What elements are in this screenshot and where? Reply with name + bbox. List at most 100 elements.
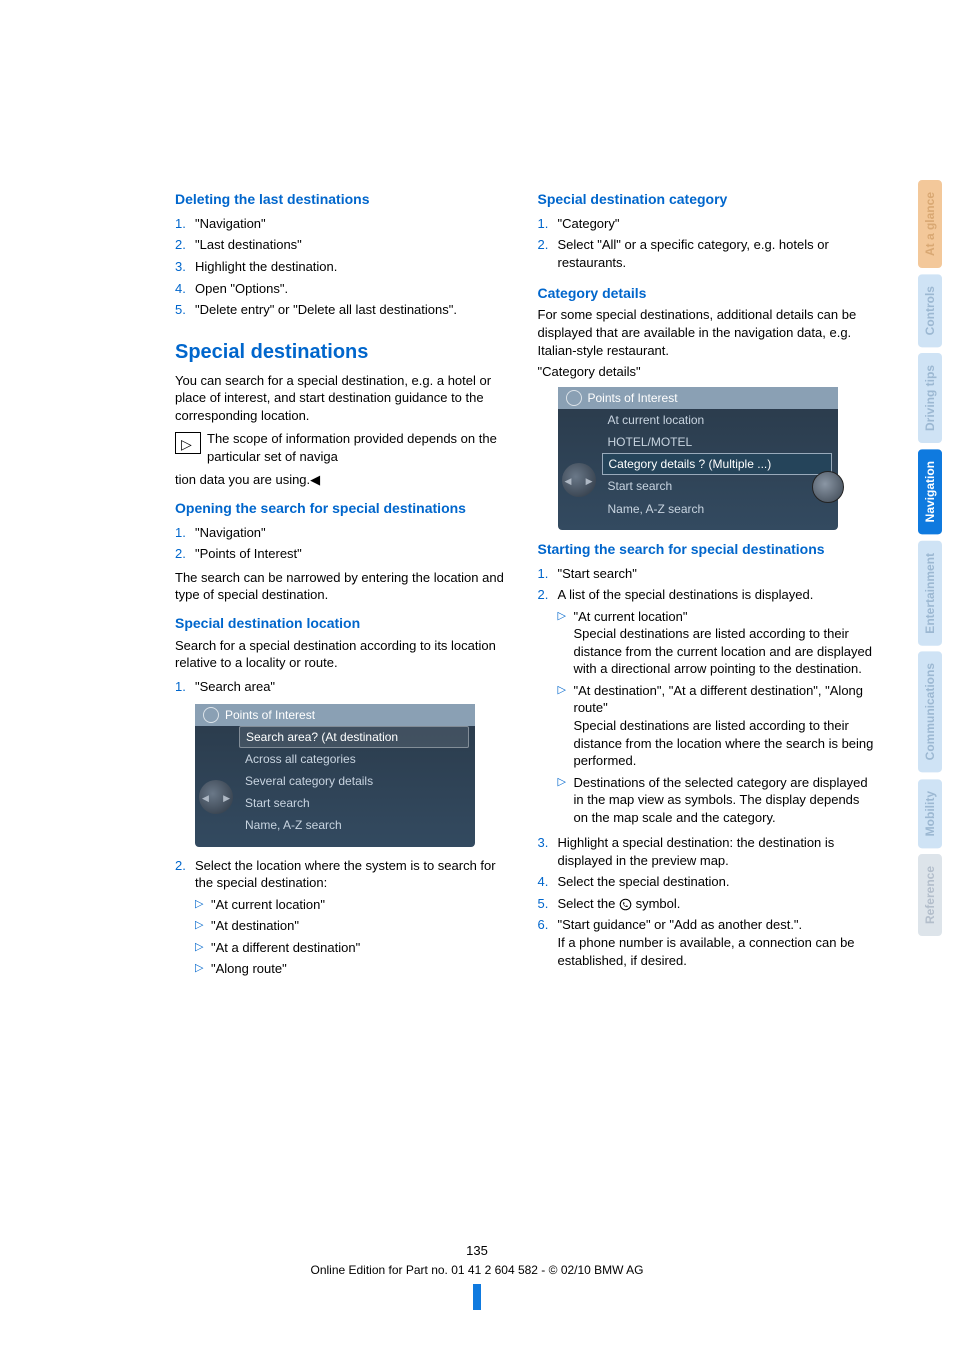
option-rest: Special destinations are listed accordin… — [574, 626, 872, 676]
tab-controls[interactable]: Controls — [918, 274, 942, 347]
list-number: 1. — [175, 678, 195, 696]
tab-at-a-glance[interactable]: At a glance — [918, 180, 942, 268]
catdetails-para: For some special destinations, additiona… — [538, 306, 875, 359]
list-number: 5. — [538, 895, 558, 913]
sub-options: ▷"At current location" ▷"At destination"… — [195, 894, 512, 980]
list-number: 3. — [175, 258, 195, 276]
option-lead: Destinations of the selected category ar… — [574, 775, 868, 825]
bullet-icon: ▷ — [558, 608, 574, 678]
open-search-steps: 1."Navigation" 2."Points of Interest" — [175, 522, 512, 565]
step-lead: A list of the special destinations is di… — [558, 587, 814, 602]
option-text: "At a different destination" — [211, 939, 512, 957]
step-lead: Select the location where the system is … — [195, 858, 496, 891]
page-footer: 135 Online Edition for Part no. 01 41 2 … — [0, 1242, 954, 1310]
list-text: "Category" — [558, 215, 875, 233]
footer-bar-icon — [473, 1284, 481, 1310]
list-text: "Navigation" — [195, 524, 512, 542]
nav-screenshot-1: Points of Interest Search area? (At dest… — [195, 704, 475, 847]
bullet-icon: ▷ — [195, 960, 211, 978]
option-text: "At destination" — [211, 917, 512, 935]
special-dest-heading: Special destinations — [175, 339, 512, 366]
footer-credit: Online Edition for Part no. 01 41 2 604 … — [310, 1263, 643, 1277]
tab-reference[interactable]: Reference — [918, 854, 942, 936]
side-tabs: At a glance Controls Driving tips Naviga… — [918, 180, 942, 936]
list-text: Select "All" or a specific category, e.g… — [558, 236, 875, 271]
option-lead: "At destination", "At a different destin… — [574, 683, 864, 716]
start-search-steps: 1."Start search" 2. A list of the specia… — [538, 563, 875, 971]
dest-location-steps: 1."Search area" — [175, 676, 512, 698]
open-search-para: The search can be narrowed by entering t… — [175, 569, 512, 604]
list-number: 2. — [175, 236, 195, 254]
option-text: "At current location" — [211, 896, 512, 914]
deleting-steps: 1."Navigation" 2."Last destinations" 3.H… — [175, 213, 512, 321]
list-text: "Search area" — [195, 678, 512, 696]
nav-titlebar: Points of Interest — [195, 704, 475, 726]
start-search-heading: Starting the search for special destinat… — [538, 540, 875, 559]
list-text: Highlight a special destination: the des… — [558, 834, 875, 869]
tab-communications[interactable]: Communications — [918, 651, 942, 772]
nav-row: HOTEL/MOTEL — [558, 431, 838, 453]
nav-screenshot-2: Points of Interest At current location H… — [558, 387, 838, 530]
list-number: 6. — [538, 916, 558, 969]
step-text: "Start guidance" or "Add as another dest… — [558, 917, 803, 932]
option-text: "At destination", "At a different destin… — [574, 682, 875, 770]
nav-row: Name, A-Z search — [195, 814, 475, 836]
tab-navigation[interactable]: Navigation — [918, 449, 942, 534]
idrive-side-knob-icon — [812, 471, 844, 503]
list-text: A list of the special destinations is di… — [558, 586, 875, 830]
page: Deleting the last destinations 1."Naviga… — [0, 0, 954, 1350]
content-columns: Deleting the last destinations 1."Naviga… — [175, 180, 874, 988]
nav-row: Several category details — [195, 770, 475, 792]
list-number: 2. — [175, 857, 195, 982]
dest-location-step2: 2. Select the location where the system … — [175, 855, 512, 984]
list-number: 3. — [538, 834, 558, 869]
open-search-heading: Opening the search for special destinati… — [175, 499, 512, 518]
nav-title: Points of Interest — [588, 390, 678, 406]
list-number: 1. — [175, 524, 195, 542]
list-number: 1. — [538, 565, 558, 583]
list-text: "Navigation" — [195, 215, 512, 233]
category-heading: Special destination category — [538, 190, 875, 209]
nav-row: Name, A-Z search — [558, 498, 838, 520]
list-text: Select the location where the system is … — [195, 857, 512, 982]
bullet-icon: ▷ — [558, 682, 574, 770]
nav-titlebar: Points of Interest — [558, 387, 838, 409]
nav-row-selected: Search area? (At destination — [239, 726, 469, 748]
hint-text: The scope of information provided depend… — [207, 431, 497, 464]
tab-driving-tips[interactable]: Driving tips — [918, 353, 942, 443]
list-text: "Last destinations" — [195, 236, 512, 254]
tab-entertainment[interactable]: Entertainment — [918, 541, 942, 646]
idrive-knob-icon — [562, 463, 596, 497]
list-text: Select the special destination. — [558, 873, 875, 891]
option-lead: "At current location" — [574, 609, 688, 624]
list-number: 4. — [538, 873, 558, 891]
list-text: Open "Options". — [195, 280, 512, 298]
idrive-knob-icon — [199, 780, 233, 814]
tab-mobility[interactable]: Mobility — [918, 779, 942, 848]
dest-location-heading: Special destination location — [175, 614, 512, 633]
list-number: 2. — [538, 586, 558, 830]
hint-icon — [175, 432, 201, 454]
phone-symbol-icon — [619, 898, 632, 911]
list-text: "Start search" — [558, 565, 875, 583]
catdetails-heading: Category details — [538, 284, 875, 303]
list-number: 2. — [538, 236, 558, 271]
sub-options: ▷ "At current location" Special destinat… — [558, 606, 875, 829]
step-text-b: symbol. — [636, 896, 681, 911]
list-number: 4. — [175, 280, 195, 298]
hint-box: The scope of information provided depend… — [175, 430, 512, 465]
page-number: 135 — [0, 1242, 954, 1260]
list-number: 2. — [175, 545, 195, 563]
bullet-icon: ▷ — [558, 774, 574, 827]
nav-row: Across all categories — [195, 748, 475, 770]
nav-row: At current location — [558, 409, 838, 431]
list-number: 1. — [538, 215, 558, 233]
list-text: Select the symbol. — [558, 895, 875, 913]
option-text: Destinations of the selected category ar… — [574, 774, 875, 827]
list-text: "Start guidance" or "Add as another dest… — [558, 916, 875, 969]
left-column: Deleting the last destinations 1."Naviga… — [175, 180, 512, 988]
special-intro: You can search for a special destination… — [175, 372, 512, 425]
list-text: Highlight the destination. — [195, 258, 512, 276]
deleting-heading: Deleting the last destinations — [175, 190, 512, 209]
dest-location-para: Search for a special destination accordi… — [175, 637, 512, 672]
